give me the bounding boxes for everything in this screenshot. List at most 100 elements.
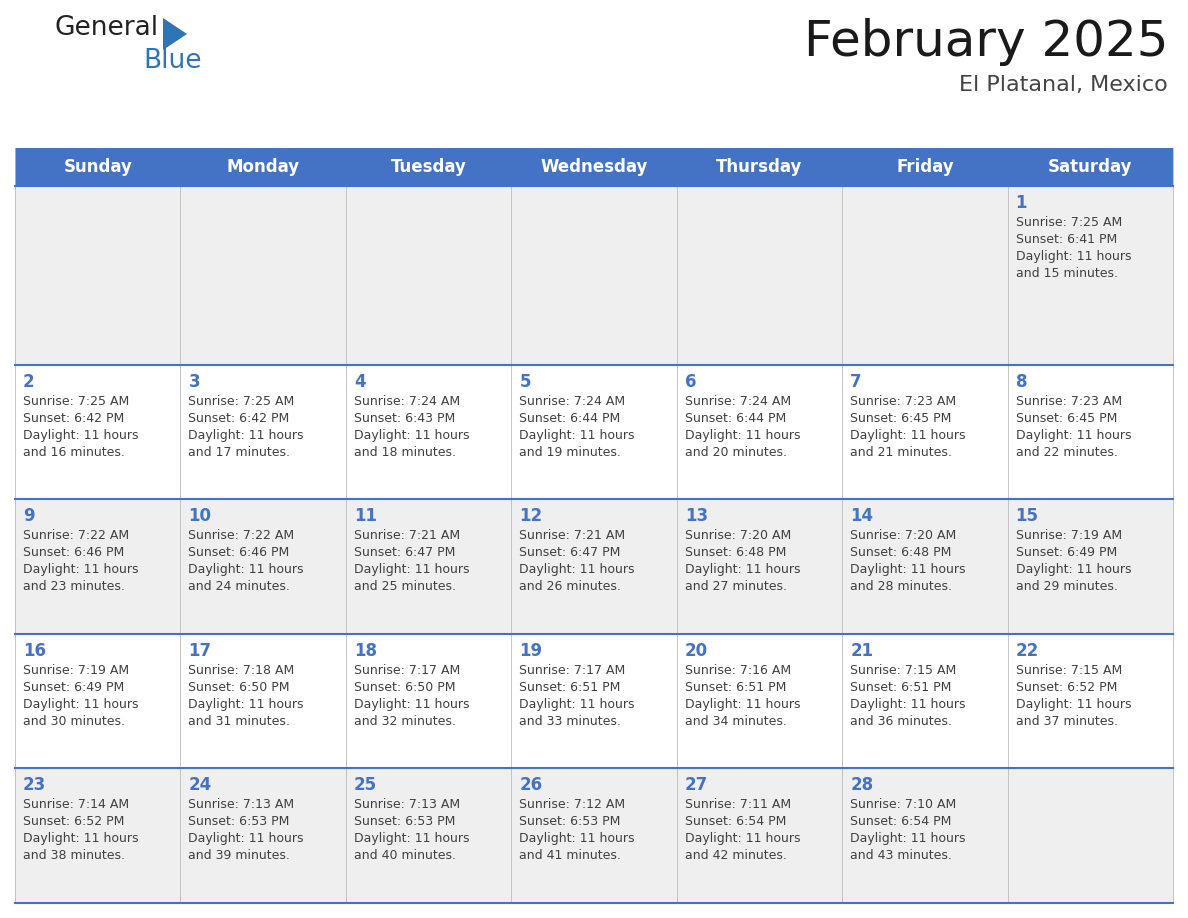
Text: 21: 21 — [851, 642, 873, 660]
Text: Daylight: 11 hours: Daylight: 11 hours — [519, 832, 634, 845]
Text: 16: 16 — [23, 642, 46, 660]
Text: and 24 minutes.: and 24 minutes. — [189, 580, 290, 593]
Text: 6: 6 — [684, 374, 696, 391]
Text: Tuesday: Tuesday — [391, 158, 467, 176]
Text: Sunset: 6:51 PM: Sunset: 6:51 PM — [519, 680, 620, 694]
Text: and 26 minutes.: and 26 minutes. — [519, 580, 621, 593]
Text: Sunset: 6:50 PM: Sunset: 6:50 PM — [354, 680, 455, 694]
Text: Daylight: 11 hours: Daylight: 11 hours — [354, 698, 469, 711]
Text: Daylight: 11 hours: Daylight: 11 hours — [851, 698, 966, 711]
Text: Sunrise: 7:15 AM: Sunrise: 7:15 AM — [851, 664, 956, 677]
Text: 13: 13 — [684, 508, 708, 525]
Text: Sunset: 6:51 PM: Sunset: 6:51 PM — [684, 680, 786, 694]
Text: Thursday: Thursday — [716, 158, 803, 176]
Text: Sunrise: 7:22 AM: Sunrise: 7:22 AM — [23, 530, 129, 543]
Text: and 25 minutes.: and 25 minutes. — [354, 580, 456, 593]
Text: Sunrise: 7:13 AM: Sunrise: 7:13 AM — [189, 798, 295, 811]
Text: Sunday: Sunday — [63, 158, 132, 176]
Text: Sunset: 6:52 PM: Sunset: 6:52 PM — [23, 815, 125, 828]
Text: 25: 25 — [354, 776, 377, 794]
Text: and 34 minutes.: and 34 minutes. — [684, 714, 786, 728]
Text: 18: 18 — [354, 642, 377, 660]
Text: and 36 minutes.: and 36 minutes. — [851, 714, 952, 728]
Text: 9: 9 — [23, 508, 34, 525]
Text: Sunrise: 7:25 AM: Sunrise: 7:25 AM — [189, 396, 295, 409]
Text: Sunrise: 7:18 AM: Sunrise: 7:18 AM — [189, 664, 295, 677]
Text: Sunrise: 7:19 AM: Sunrise: 7:19 AM — [23, 664, 129, 677]
Text: Sunset: 6:45 PM: Sunset: 6:45 PM — [1016, 412, 1117, 425]
Text: and 43 minutes.: and 43 minutes. — [851, 849, 952, 862]
Text: Sunset: 6:44 PM: Sunset: 6:44 PM — [684, 412, 786, 425]
Text: Sunrise: 7:11 AM: Sunrise: 7:11 AM — [684, 798, 791, 811]
Text: 2: 2 — [23, 374, 34, 391]
Text: Sunset: 6:49 PM: Sunset: 6:49 PM — [1016, 546, 1117, 559]
Text: and 42 minutes.: and 42 minutes. — [684, 849, 786, 862]
Text: Sunset: 6:51 PM: Sunset: 6:51 PM — [851, 680, 952, 694]
Text: 1: 1 — [1016, 194, 1028, 212]
Text: Sunrise: 7:16 AM: Sunrise: 7:16 AM — [684, 664, 791, 677]
Bar — [15, 499, 1173, 633]
Text: General: General — [55, 15, 159, 41]
Text: Sunrise: 7:13 AM: Sunrise: 7:13 AM — [354, 798, 460, 811]
Text: Sunset: 6:47 PM: Sunset: 6:47 PM — [354, 546, 455, 559]
Text: and 38 minutes.: and 38 minutes. — [23, 849, 125, 862]
Text: Sunrise: 7:20 AM: Sunrise: 7:20 AM — [851, 530, 956, 543]
Text: Daylight: 11 hours: Daylight: 11 hours — [519, 698, 634, 711]
Bar — [15, 148, 1173, 186]
Text: and 17 minutes.: and 17 minutes. — [189, 446, 290, 459]
Text: Sunset: 6:48 PM: Sunset: 6:48 PM — [851, 546, 952, 559]
Text: Daylight: 11 hours: Daylight: 11 hours — [23, 698, 139, 711]
Text: Sunrise: 7:12 AM: Sunrise: 7:12 AM — [519, 798, 625, 811]
Text: and 21 minutes.: and 21 minutes. — [851, 446, 952, 459]
Text: Sunrise: 7:23 AM: Sunrise: 7:23 AM — [851, 396, 956, 409]
Text: Sunrise: 7:24 AM: Sunrise: 7:24 AM — [684, 396, 791, 409]
Text: Sunrise: 7:21 AM: Sunrise: 7:21 AM — [354, 530, 460, 543]
Text: and 22 minutes.: and 22 minutes. — [1016, 446, 1118, 459]
Text: Daylight: 11 hours: Daylight: 11 hours — [189, 832, 304, 845]
Text: 27: 27 — [684, 776, 708, 794]
Text: Daylight: 11 hours: Daylight: 11 hours — [684, 698, 801, 711]
Text: 4: 4 — [354, 374, 366, 391]
Text: Saturday: Saturday — [1048, 158, 1132, 176]
Text: Daylight: 11 hours: Daylight: 11 hours — [684, 430, 801, 442]
Text: and 27 minutes.: and 27 minutes. — [684, 580, 786, 593]
Text: Sunset: 6:43 PM: Sunset: 6:43 PM — [354, 412, 455, 425]
Text: El Platanal, Mexico: El Platanal, Mexico — [959, 75, 1168, 95]
Text: 19: 19 — [519, 642, 543, 660]
Bar — [15, 767, 1173, 903]
Text: Friday: Friday — [896, 158, 954, 176]
Text: Sunset: 6:50 PM: Sunset: 6:50 PM — [189, 680, 290, 694]
Text: 3: 3 — [189, 374, 200, 391]
Text: Sunrise: 7:24 AM: Sunrise: 7:24 AM — [354, 396, 460, 409]
Text: Daylight: 11 hours: Daylight: 11 hours — [1016, 698, 1131, 711]
Text: and 37 minutes.: and 37 minutes. — [1016, 714, 1118, 728]
Text: Sunset: 6:53 PM: Sunset: 6:53 PM — [354, 815, 455, 828]
Text: and 16 minutes.: and 16 minutes. — [23, 446, 125, 459]
Text: and 15 minutes.: and 15 minutes. — [1016, 267, 1118, 280]
Text: Wednesday: Wednesday — [541, 158, 647, 176]
Text: Sunset: 6:53 PM: Sunset: 6:53 PM — [519, 815, 620, 828]
Text: Sunrise: 7:20 AM: Sunrise: 7:20 AM — [684, 530, 791, 543]
Text: Sunset: 6:49 PM: Sunset: 6:49 PM — [23, 680, 125, 694]
Text: Sunset: 6:52 PM: Sunset: 6:52 PM — [1016, 680, 1117, 694]
Text: 15: 15 — [1016, 508, 1038, 525]
Text: Daylight: 11 hours: Daylight: 11 hours — [1016, 430, 1131, 442]
Polygon shape — [163, 18, 187, 50]
Text: Daylight: 11 hours: Daylight: 11 hours — [684, 832, 801, 845]
Text: Sunrise: 7:24 AM: Sunrise: 7:24 AM — [519, 396, 625, 409]
Text: Daylight: 11 hours: Daylight: 11 hours — [519, 564, 634, 577]
Text: Daylight: 11 hours: Daylight: 11 hours — [1016, 564, 1131, 577]
Text: Sunrise: 7:25 AM: Sunrise: 7:25 AM — [1016, 216, 1121, 229]
Text: Sunrise: 7:21 AM: Sunrise: 7:21 AM — [519, 530, 625, 543]
Text: and 32 minutes.: and 32 minutes. — [354, 714, 456, 728]
Text: and 23 minutes.: and 23 minutes. — [23, 580, 125, 593]
Text: Daylight: 11 hours: Daylight: 11 hours — [189, 564, 304, 577]
Text: Daylight: 11 hours: Daylight: 11 hours — [851, 564, 966, 577]
Bar — [15, 633, 1173, 767]
Text: Daylight: 11 hours: Daylight: 11 hours — [354, 564, 469, 577]
Text: 10: 10 — [189, 508, 211, 525]
Text: Sunset: 6:46 PM: Sunset: 6:46 PM — [23, 546, 125, 559]
Text: Sunset: 6:42 PM: Sunset: 6:42 PM — [23, 412, 125, 425]
Text: and 28 minutes.: and 28 minutes. — [851, 580, 952, 593]
Text: 22: 22 — [1016, 642, 1038, 660]
